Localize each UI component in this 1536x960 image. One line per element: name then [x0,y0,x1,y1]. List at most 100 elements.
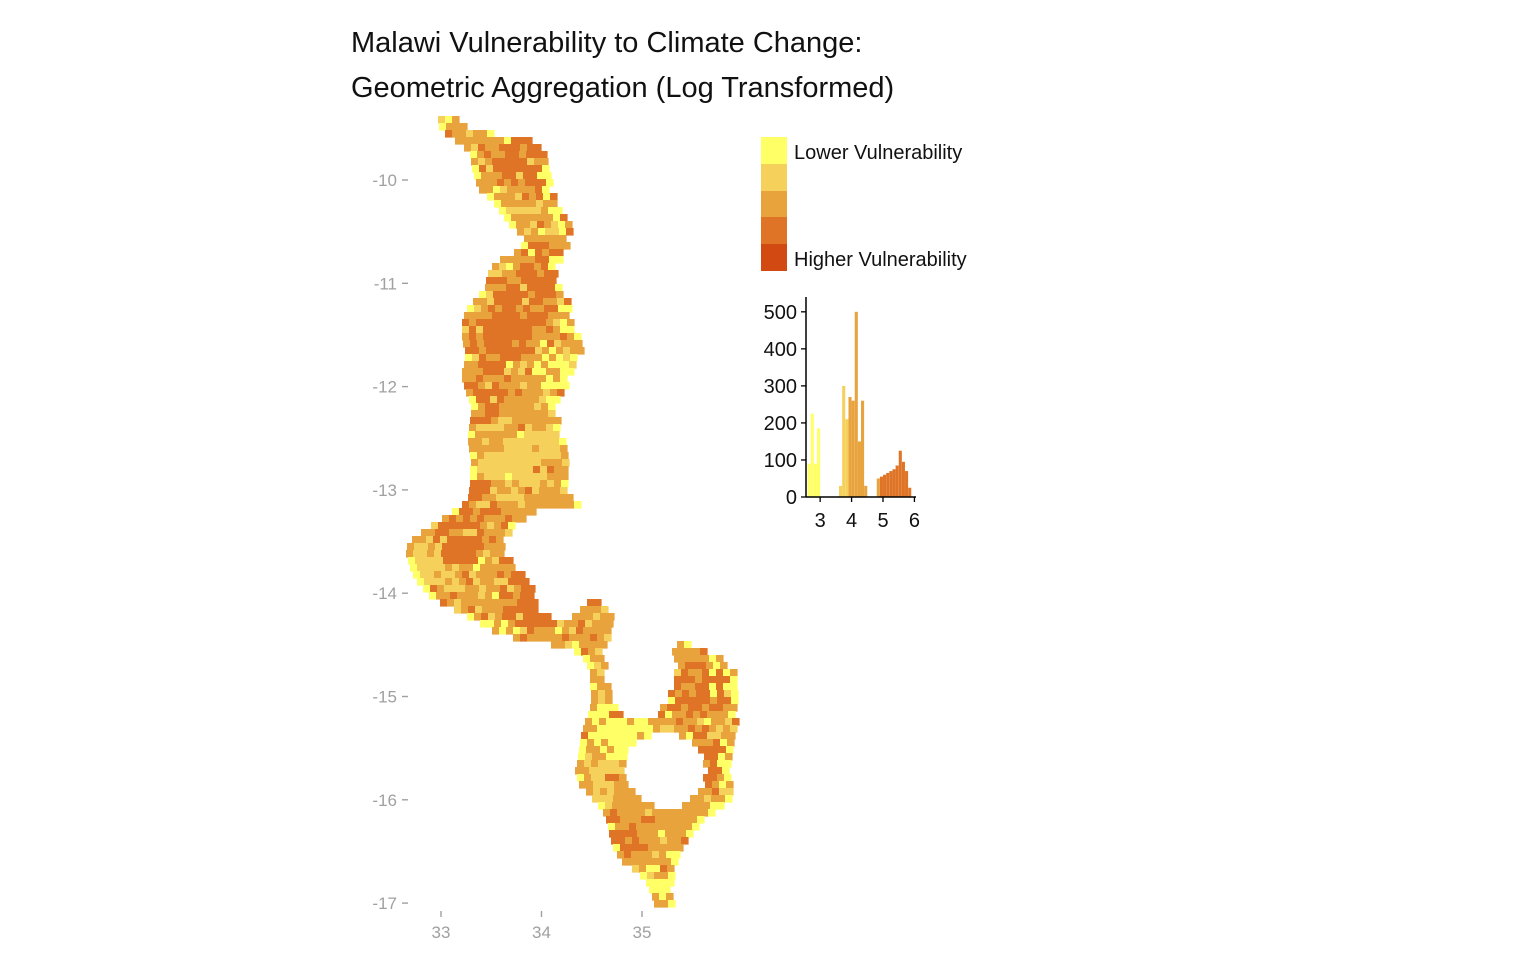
raster-cell [493,277,501,285]
raster-cell [445,522,453,530]
raster-cell [612,802,620,810]
raster-cell [539,319,547,327]
raster-cell [469,137,477,145]
raster-cell [681,837,689,845]
raster-cell [662,816,670,824]
raster-cell [715,767,723,775]
histogram-bar [813,463,817,497]
raster-cell [459,508,467,516]
raster-cell [597,725,605,733]
histogram-bar [845,419,849,497]
raster-cell [515,193,523,201]
raster-cell [610,809,618,817]
raster-cell [562,634,570,642]
raster-cell [466,508,474,516]
raster-cell [728,732,736,740]
raster-cell [561,340,569,348]
raster-cell [681,669,689,677]
raster-cell [477,515,485,523]
raster-cell [550,389,558,397]
raster-cell [459,130,467,138]
raster-cell [695,669,703,677]
raster-cell [531,438,539,446]
raster-cell [705,788,713,796]
raster-cell [594,662,602,670]
raster-cell [612,760,620,768]
raster-cell [629,858,637,866]
raster-cell [600,781,608,789]
raster-cell [559,438,567,446]
raster-cell [510,438,518,446]
histogram-bar [901,461,905,497]
raster-cell [547,473,555,481]
histogram-bar [889,471,893,497]
raster-cell [674,676,682,684]
raster-cell [570,354,578,362]
raster-cell [497,396,505,404]
raster-cell [484,543,492,551]
raster-cell [497,445,505,453]
raster-cell [488,305,496,313]
raster-cell [490,326,498,334]
raster-cell [508,578,516,586]
raster-cell [458,585,466,593]
raster-cell [698,788,706,796]
raster-cell [623,732,631,740]
histogram-bar [807,463,811,497]
raster-cell [504,501,512,509]
raster-cell [646,865,654,873]
raster-cell [534,382,542,390]
raster-cell [518,326,526,334]
raster-cell [533,466,541,474]
raster-cell [485,361,493,369]
raster-cell [429,557,437,565]
raster-cell [541,207,549,215]
raster-cell [523,270,531,278]
raster-cell [499,361,507,369]
histogram-bar [854,311,858,497]
raster-cell [462,501,470,509]
raster-cell [672,648,680,656]
raster-cell [539,326,547,334]
raster-cell [586,641,594,649]
raster-cell [464,144,472,152]
raster-cell [675,690,683,698]
raster-cell [523,221,531,229]
raster-cell [560,326,568,334]
raster-cell [676,816,684,824]
raster-cell [634,816,642,824]
raster-cell [476,326,484,334]
raster-cell [664,858,672,866]
raster-cell [472,165,480,173]
raster-cell [480,130,488,138]
raster-cell [695,655,703,663]
raster-cell [611,837,619,845]
raster-cell [436,557,444,565]
raster-cell [490,319,498,327]
raster-cell [428,529,436,537]
raster-cell [427,571,435,579]
raster-cell [692,662,700,670]
raster-cell [716,704,724,712]
raster-cell [483,137,491,145]
raster-cell [532,319,540,327]
raster-cell [534,361,542,369]
raster-cell [553,445,561,453]
raster-cell [466,564,474,572]
raster-cell [511,487,519,495]
raster-cell [531,606,539,614]
raster-cell [525,487,533,495]
raster-cell [702,683,710,691]
raster-cell [480,508,488,516]
raster-cell [510,494,518,502]
raster-cell [716,683,724,691]
raster-cell [548,410,556,418]
raster-cell [534,207,542,215]
raster-cell [504,424,512,432]
lat-tick-label: -11 [374,274,397,293]
raster-cell [472,354,480,362]
raster-cell [521,585,529,593]
raster-cell [518,214,526,222]
raster-cell [630,732,638,740]
raster-cell [599,753,607,761]
